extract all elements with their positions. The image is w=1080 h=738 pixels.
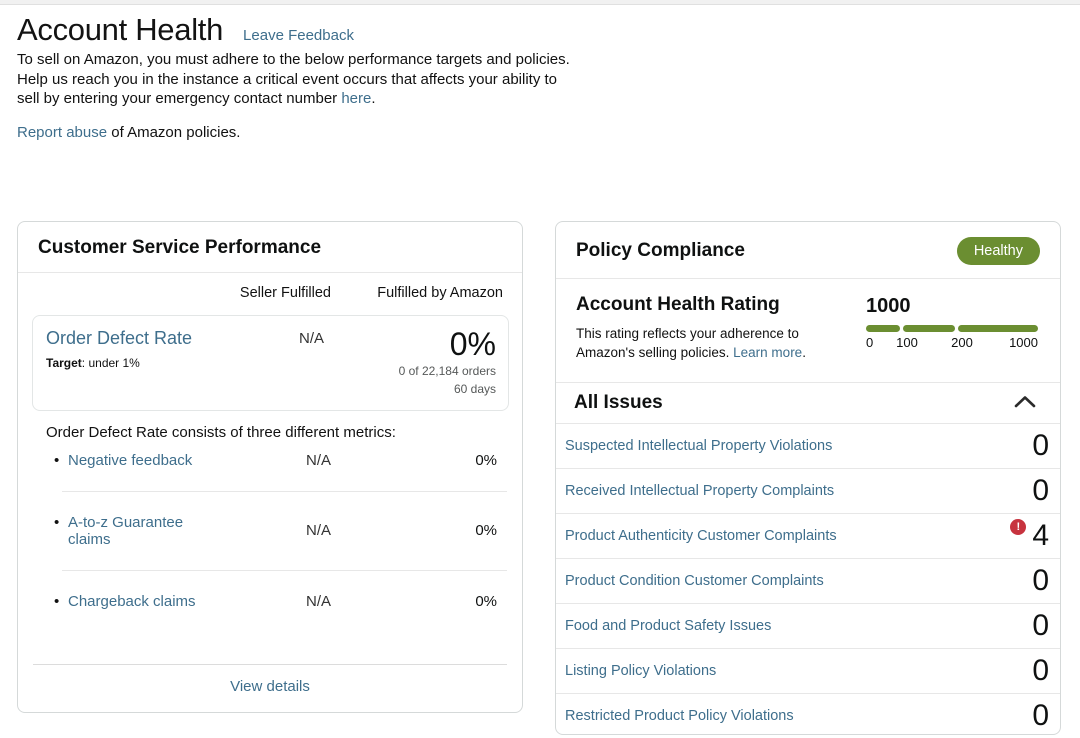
odr-fba-window: 60 days	[453, 381, 496, 396]
intro-paragraph: To sell on Amazon, you must adhere to th…	[17, 50, 1063, 109]
issue-row-food-product-safety: Food and Product Safety Issues 0	[556, 602, 1060, 648]
intro-line-3-period: .	[371, 90, 376, 107]
odr-fba-value: 0%	[449, 325, 496, 362]
pc-card-title: Policy Compliance	[576, 239, 745, 261]
emergency-contact-here-link[interactable]: here	[341, 90, 372, 107]
report-abuse-line: Report abuse of Amazon policies.	[17, 124, 1063, 141]
column-fulfilled-by-amazon: Fulfilled by Amazon	[377, 284, 503, 301]
page-header: Account Health Leave Feedback To sell on…	[17, 13, 1063, 141]
report-abuse-link[interactable]: Report abuse	[17, 123, 108, 141]
rating-gauge-bar	[866, 324, 1038, 332]
all-issues-title: All Issues	[574, 391, 663, 413]
metric-seller-value: N/A	[305, 522, 331, 539]
chevron-up-icon	[1014, 395, 1036, 411]
issue-row-product-authenticity-complaints: Product Authenticity Customer Complaints…	[556, 512, 1060, 558]
issue-count: 0	[1032, 563, 1049, 597]
food-product-safety-link[interactable]: Food and Product Safety Issues	[565, 617, 772, 634]
customer-service-performance-card: Customer Service Performance Seller Fulf…	[17, 220, 523, 713]
footer-divider	[33, 663, 507, 665]
collapse-issues-button[interactable]	[1014, 395, 1036, 411]
odr-target-value: : under 1%	[81, 355, 140, 370]
issue-row-suspected-ip-violations: Suspected Intellectual Property Violatio…	[556, 422, 1060, 468]
issue-row-product-condition-complaints: Product Condition Customer Complaints 0	[556, 557, 1060, 603]
intro-line-3: sell by entering your emergency contact …	[17, 89, 1063, 109]
gauge-label-100: 100	[896, 334, 918, 350]
metric-fba-value: 0%	[475, 592, 497, 610]
metric-fba-value: 0%	[475, 522, 497, 539]
learn-more-link[interactable]: Learn more	[733, 344, 803, 360]
odr-target-label: Target	[46, 355, 82, 370]
gauge-segment-2	[903, 324, 955, 332]
metric-seller-value: N/A	[305, 592, 331, 610]
rating-desc-line-2: Amazon's selling policies.	[576, 344, 734, 360]
received-ip-complaints-link[interactable]: Received Intellectual Property Complaint…	[565, 482, 835, 499]
issue-row-restricted-product-violations: Restricted Product Policy Violations 0	[556, 692, 1060, 738]
gauge-segment-3	[958, 324, 1038, 332]
gauge-label-0: 0	[866, 334, 874, 350]
csp-column-headers: Seller Fulfilled Fulfilled by Amazon	[18, 273, 522, 309]
metric-divider	[62, 569, 507, 571]
issue-row-listing-policy-violations: Listing Policy Violations 0	[556, 647, 1060, 693]
leave-feedback-link[interactable]: Leave Feedback	[243, 27, 354, 44]
issue-row-received-ip-complaints: Received Intellectual Property Complaint…	[556, 467, 1060, 513]
issue-count: 4	[1032, 518, 1049, 552]
issue-count: 0	[1032, 698, 1049, 732]
issue-count: 0	[1032, 608, 1049, 642]
intro-line-2: Help us reach you in the instance a crit…	[17, 70, 557, 88]
metric-row-negative-feedback: Negative feedback N/A 0%	[18, 441, 522, 480]
csp-card-header: Customer Service Performance	[18, 222, 522, 273]
a-to-z-claims-link[interactable]: A-to-z Guarantee claims	[68, 513, 184, 548]
healthy-status-badge: Healthy	[956, 236, 1040, 265]
order-defect-rate-link[interactable]: Order Defect Rate	[46, 327, 193, 348]
issue-count: 0	[1032, 653, 1049, 687]
listing-policy-violations-link[interactable]: Listing Policy Violations	[565, 662, 717, 679]
odr-fba-detail: 0 of 22,184 orders	[398, 363, 496, 378]
csp-card-footer: View details	[18, 663, 522, 712]
intro-line-1: To sell on Amazon, you must adhere to th…	[17, 51, 570, 68]
intro-line-3-text: sell by entering your emergency contact …	[17, 90, 342, 107]
csp-card-title: Customer Service Performance	[38, 236, 322, 258]
rating-description: This rating reflects your adherence to A…	[576, 324, 816, 362]
gauge-segment-1	[866, 324, 900, 332]
metrics-intro: Order Defect Rate consists of three diff…	[46, 423, 396, 441]
policy-compliance-card: Policy Compliance Healthy Account Health…	[555, 220, 1061, 738]
negative-feedback-link[interactable]: Negative feedback	[68, 451, 193, 469]
metric-row-a-to-z-claims: A-to-z Guarantee claims N/A 0%	[18, 503, 522, 559]
pc-card-header: Policy Compliance Healthy	[556, 222, 1060, 279]
metric-fba-value: 0%	[475, 451, 497, 469]
account-health-rating-section: Account Health Rating This rating reflec…	[556, 279, 1060, 383]
alert-icon: !	[1010, 518, 1027, 535]
gauge-label-1000: 1000	[1009, 334, 1038, 350]
view-details-link[interactable]: View details	[230, 677, 310, 695]
odr-seller-value: N/A	[298, 329, 324, 347]
restricted-product-violations-link[interactable]: Restricted Product Policy Violations	[565, 707, 794, 724]
issue-count: 0	[1032, 428, 1049, 462]
rating-desc-period: .	[802, 344, 806, 360]
order-defect-rate-box: Order Defect Rate Target: under 1% N/A 0…	[32, 314, 509, 411]
suspected-ip-violations-link[interactable]: Suspected Intellectual Property Violatio…	[565, 437, 833, 454]
chargeback-claims-link[interactable]: Chargeback claims	[68, 592, 196, 610]
rating-title: Account Health Rating	[576, 293, 780, 315]
report-abuse-rest: of Amazon policies.	[107, 123, 241, 141]
metric-row-chargeback-claims: Chargeback claims N/A 0%	[18, 582, 522, 621]
rating-score: 1000	[866, 294, 911, 317]
rating-desc-line-1: This rating reflects your adherence to	[576, 325, 799, 341]
issue-count: 0	[1032, 473, 1049, 507]
product-condition-complaints-link[interactable]: Product Condition Customer Complaints	[565, 572, 824, 589]
metric-seller-value: N/A	[305, 451, 331, 469]
page-title: Account Health	[17, 12, 224, 47]
rating-gauge-labels: 0 100 200 1000	[866, 335, 1038, 351]
product-authenticity-complaints-link[interactable]: Product Authenticity Customer Complaints	[565, 527, 837, 544]
metric-divider	[62, 490, 507, 492]
odr-target: Target: under 1%	[46, 356, 204, 370]
all-issues-header: All Issues	[556, 383, 1060, 423]
column-seller-fulfilled: Seller Fulfilled	[239, 284, 331, 301]
top-nav-strip	[0, 0, 1080, 5]
gauge-label-200: 200	[951, 334, 973, 350]
rating-gauge: 1000 0 100 200 1000	[866, 294, 1038, 362]
